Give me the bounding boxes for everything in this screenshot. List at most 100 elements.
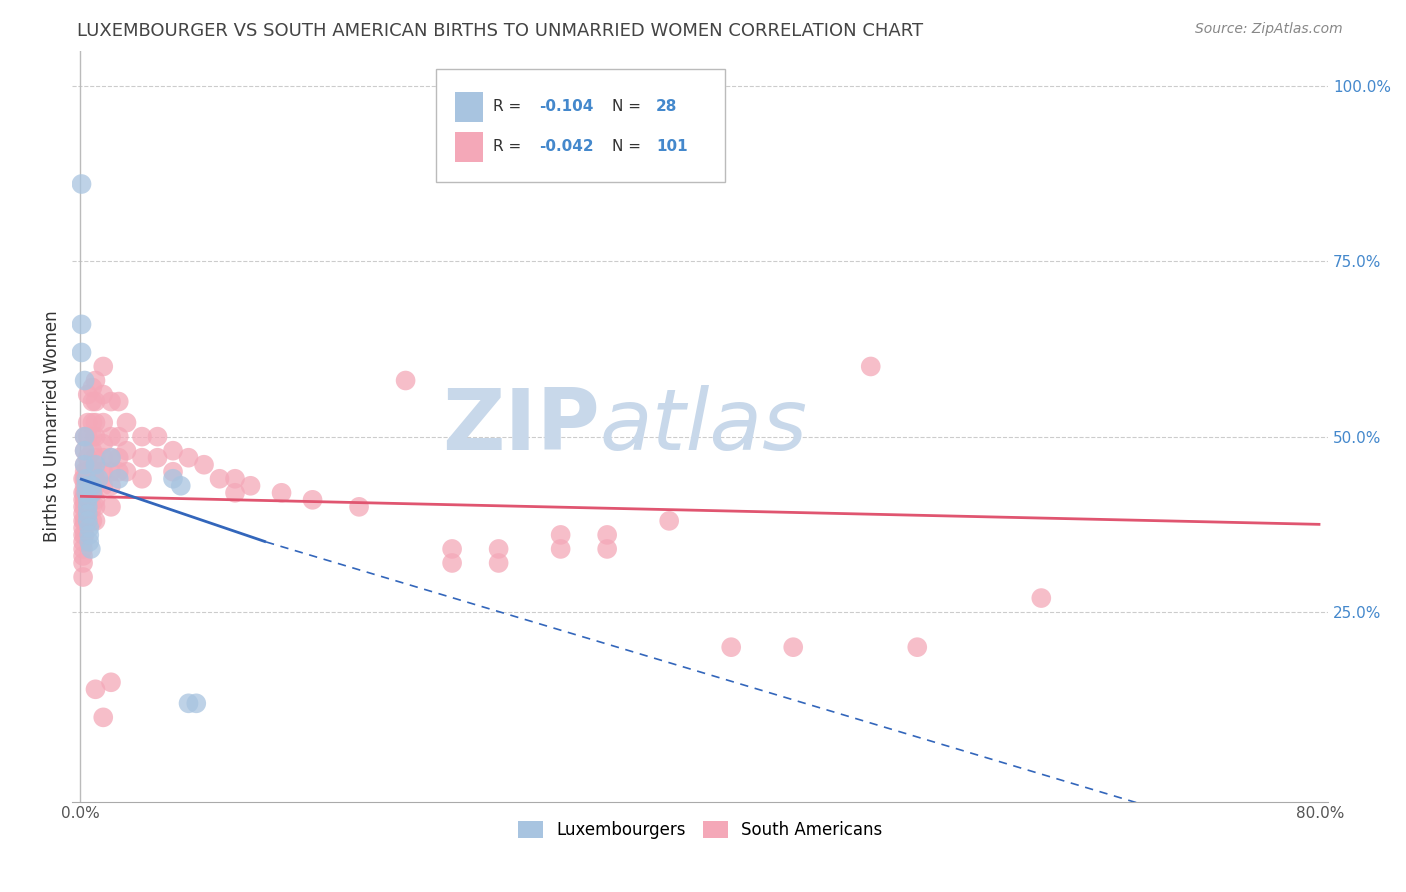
Point [72,528,94,542]
Point [73,472,96,486]
Point [72,500,94,514]
Point [72,535,94,549]
Point [82,430,104,444]
Point [100,465,122,479]
Point [82,485,104,500]
Point [76,416,98,430]
Point [100,394,122,409]
Point [91,450,114,465]
Point [162,472,184,486]
Point [91,359,114,374]
Point [177,696,200,710]
Point [70,345,93,359]
Point [270,485,292,500]
Point [91,387,114,401]
Point [596,541,619,556]
Point [82,485,104,500]
Point [782,640,804,655]
Point [91,465,114,479]
Point [82,479,104,493]
Point [76,500,98,514]
Point [76,485,98,500]
Point [73,430,96,444]
Point [91,436,114,450]
Point [441,556,464,570]
Point [73,443,96,458]
Point [91,479,114,493]
Point [76,479,98,493]
Point [84,472,107,486]
Point [100,450,122,465]
Point [131,472,153,486]
Point [73,458,96,472]
Point [84,450,107,465]
Point [72,541,94,556]
Point [239,479,262,493]
Point [72,507,94,521]
Point [73,465,96,479]
Point [550,541,572,556]
Point [193,458,215,472]
Point [720,640,742,655]
Point [131,450,153,465]
Point [72,485,94,500]
Text: Source: ZipAtlas.com: Source: ZipAtlas.com [1195,22,1343,37]
Point [91,416,114,430]
Point [76,465,98,479]
Point [82,500,104,514]
Point [72,472,94,486]
Point [84,416,107,430]
Text: 101: 101 [657,139,688,154]
Point [84,492,107,507]
Point [76,430,98,444]
Text: 28: 28 [657,100,678,114]
Point [73,500,96,514]
Point [170,479,193,493]
Point [70,177,93,191]
Point [177,450,200,465]
Point [84,465,107,479]
Point [76,472,98,486]
Point [76,507,98,521]
Point [72,514,94,528]
FancyBboxPatch shape [456,132,482,161]
Point [115,465,138,479]
Point [115,443,138,458]
Point [73,514,96,528]
Point [84,500,107,514]
Point [80,541,103,556]
Point [441,541,464,556]
Point [107,394,129,409]
Point [82,380,104,394]
Text: LUXEMBOURGER VS SOUTH AMERICAN BIRTHS TO UNMARRIED WOMEN CORRELATION CHART: LUXEMBOURGER VS SOUTH AMERICAN BIRTHS TO… [77,22,924,40]
Point [82,479,104,493]
Text: N =: N = [612,139,647,154]
Point [100,479,122,493]
Point [550,528,572,542]
Text: R =: R = [494,100,526,114]
Text: ZIP: ZIP [441,384,600,467]
Point [73,479,96,493]
FancyBboxPatch shape [436,70,725,182]
Point [488,556,510,570]
Point [107,465,129,479]
Point [224,485,246,500]
Y-axis label: Births to Unmarried Women: Births to Unmarried Women [44,310,60,542]
Point [84,479,107,493]
Point [72,492,94,507]
Point [82,458,104,472]
Text: atlas: atlas [600,384,807,467]
Point [82,514,104,528]
Point [72,521,94,535]
Text: -0.042: -0.042 [540,139,595,154]
Point [301,492,323,507]
Point [658,514,681,528]
Point [224,472,246,486]
Point [100,675,122,690]
Point [76,450,98,465]
Point [73,443,96,458]
Point [72,549,94,563]
Point [146,450,169,465]
Point [905,640,928,655]
Point [73,430,96,444]
